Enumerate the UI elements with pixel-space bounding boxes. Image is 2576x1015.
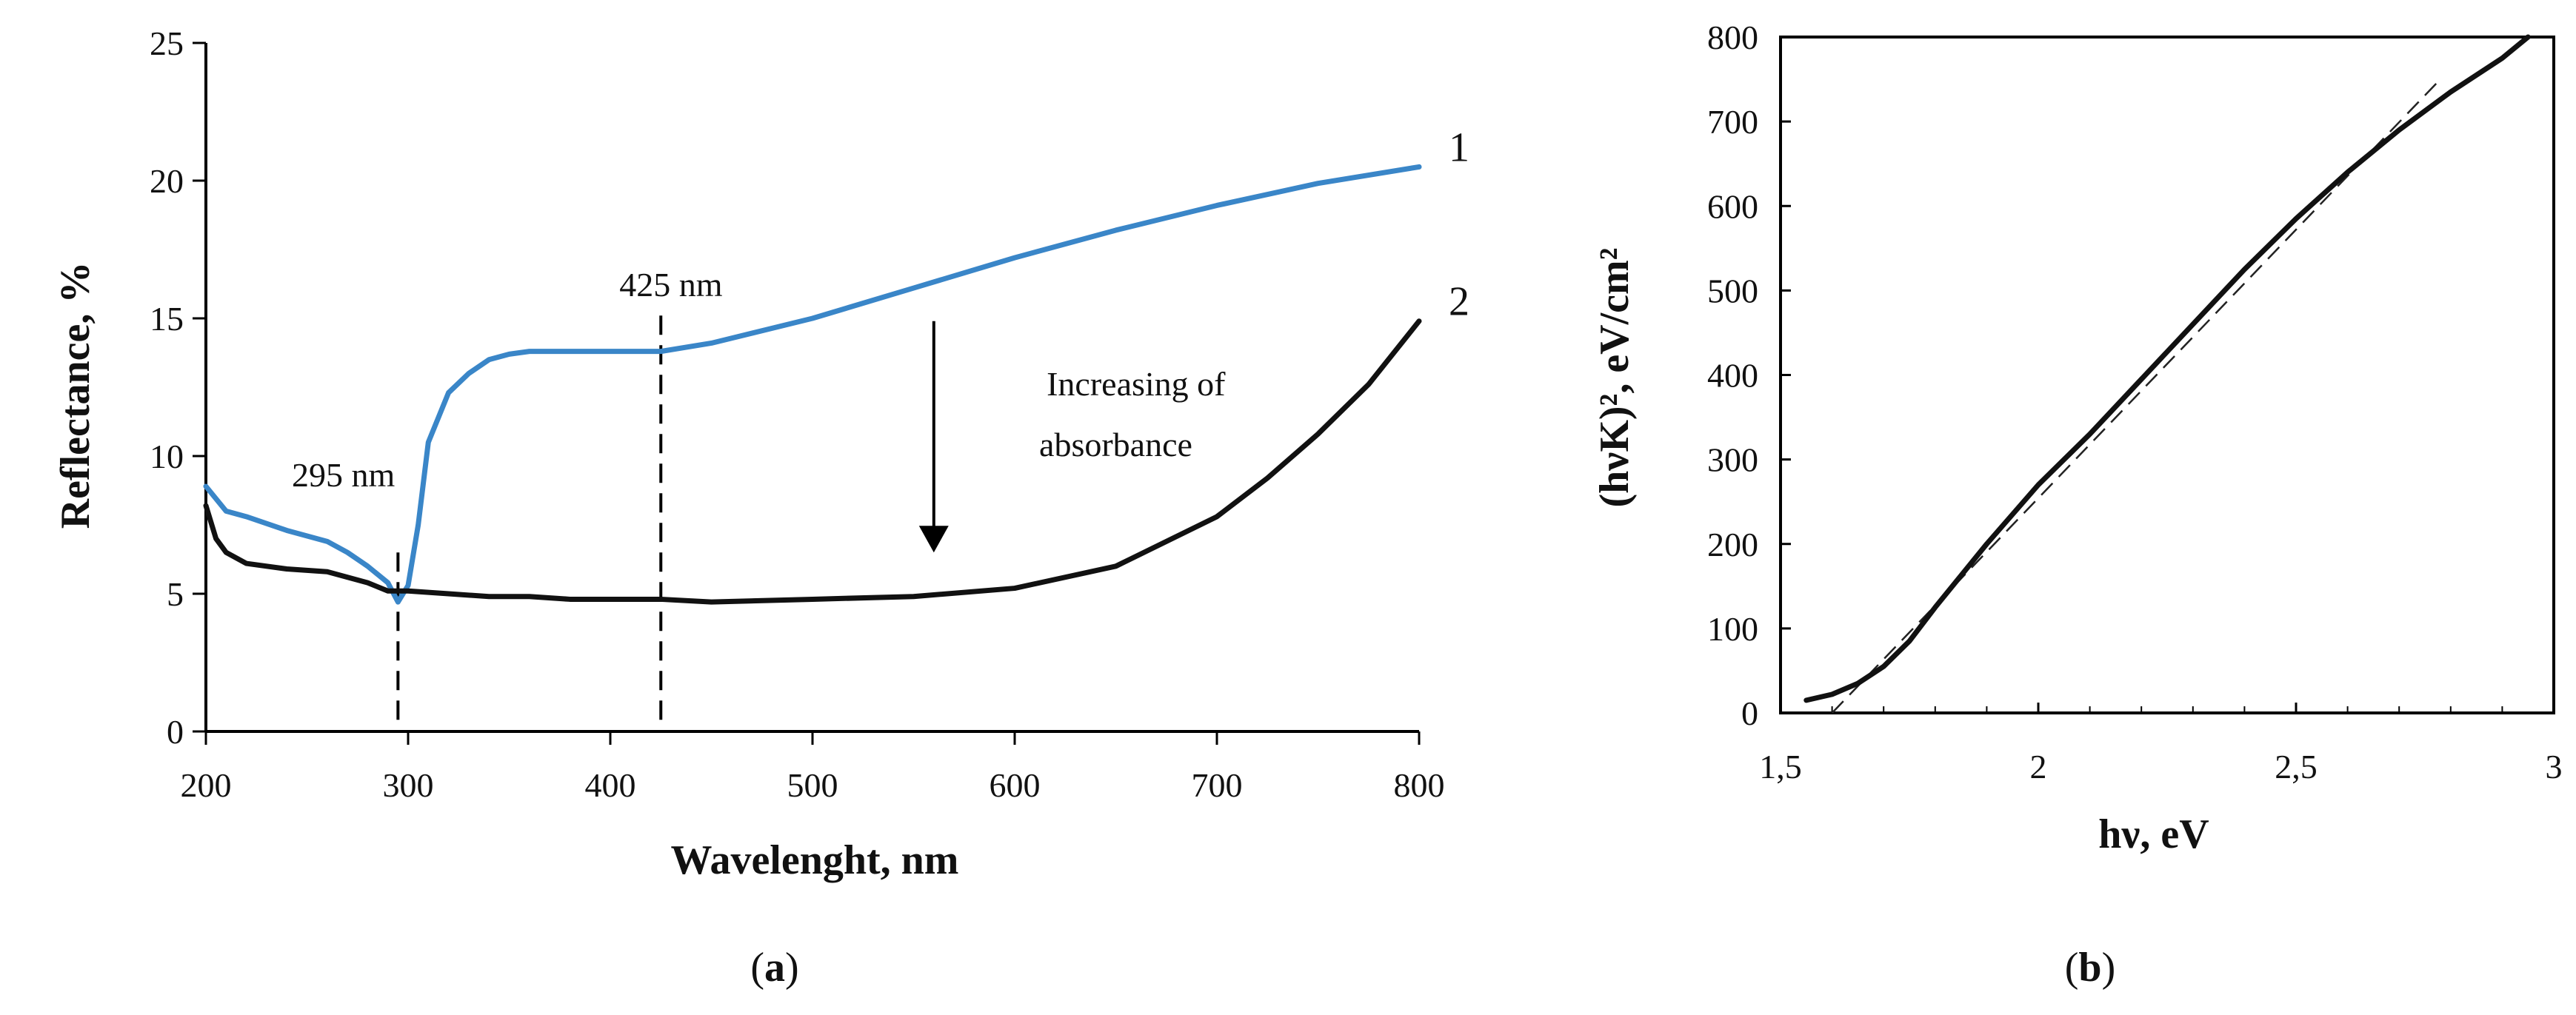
panel-b-axes bbox=[1779, 36, 2555, 714]
b-series-line-measured bbox=[1803, 34, 2531, 703]
panel-a-label: (a) bbox=[750, 945, 798, 991]
a-y-tick-label: 5 bbox=[167, 575, 184, 613]
b-y-tick-label: 200 bbox=[1707, 526, 1758, 563]
a-x-tick-label: 700 bbox=[1192, 766, 1243, 804]
panel-a-axes bbox=[193, 41, 1421, 745]
a-series-line-1 bbox=[203, 164, 1422, 605]
panel-b-x-axis-title: hν, eV bbox=[2098, 811, 2209, 857]
b-y-tick-label: 400 bbox=[1707, 357, 1758, 395]
panel-b-label-letter: b bbox=[2078, 945, 2101, 991]
a-annotation-text: absorbance bbox=[1039, 426, 1192, 463]
a-x-tick-label: 200 bbox=[181, 766, 232, 804]
a-x-tick-label: 500 bbox=[787, 766, 838, 804]
panel-b-chart: 1,5 2 2,5 3 0 100 200 300 400 500 600 700 800 hν, eV… bbox=[1592, 19, 2563, 991]
b-y-tick-label: 800 bbox=[1707, 19, 1758, 56]
b-y-tick-label: 500 bbox=[1707, 272, 1758, 309]
a-x-tick-label: 800 bbox=[1394, 766, 1445, 804]
b-x-tick-label: 2,5 bbox=[2275, 748, 2318, 785]
panel-b-series bbox=[1803, 34, 2531, 714]
b-x-tick-label: 2 bbox=[2030, 748, 2047, 785]
panel-a-series: 12 bbox=[203, 124, 1469, 731]
panel-b-label-open: ( bbox=[2065, 945, 2079, 991]
panel-a-y-axis-title: Reflectance, % bbox=[53, 262, 99, 529]
panel-b-y-axis-title: (hνK)², eV/cm² bbox=[1592, 248, 1638, 508]
b-y-tick-label: 300 bbox=[1707, 441, 1758, 479]
b-y-tick-label: 700 bbox=[1707, 103, 1758, 141]
panel-a-label-open: ( bbox=[750, 945, 764, 991]
a-annotation-text: Increasing of bbox=[1047, 365, 1226, 403]
b-frame bbox=[1779, 36, 2555, 714]
a-arrow-head bbox=[918, 526, 949, 553]
a-y-tick-label: 20 bbox=[150, 162, 184, 200]
a-series-label: 2 bbox=[1449, 279, 1469, 325]
a-annotation-text: 425 nm bbox=[619, 266, 723, 304]
panel-a-label-letter: a bbox=[764, 945, 785, 991]
b-x-tick-label: 3 bbox=[2546, 748, 2563, 785]
a-annotation-text: 295 nm bbox=[292, 456, 396, 494]
a-y-tick-label: 25 bbox=[150, 24, 184, 62]
panel-b-label: (b) bbox=[2065, 945, 2115, 991]
b-fit-line bbox=[1831, 78, 2441, 714]
a-series-line-2 bbox=[203, 318, 1422, 605]
panel-a-chart: 200 300 400 500 600 700 800 0 5 10 15 20 25 Waveleng… bbox=[53, 24, 1469, 991]
panel-a-x-axis-title: Wavelenght, nm bbox=[671, 837, 959, 883]
panel-b-label-close: ) bbox=[2102, 945, 2116, 991]
panel-a-annotations: 295 nm 425 nm Increasing of absorbance bbox=[292, 266, 1226, 553]
a-series-label: 1 bbox=[1449, 124, 1469, 170]
a-y-tick-label: 15 bbox=[150, 300, 184, 338]
b-y-tick-label: 100 bbox=[1707, 610, 1758, 648]
panel-b-tick-labels: 1,5 2 2,5 3 0 100 200 300 400 500 600 700 800 bbox=[1707, 19, 2563, 785]
a-x-tick-label: 300 bbox=[383, 766, 434, 804]
b-y-tick-label: 0 bbox=[1741, 694, 1758, 732]
b-x-tick-label: 1,5 bbox=[1759, 748, 1802, 785]
a-x-tick-label: 600 bbox=[990, 766, 1041, 804]
b-y-tick-label: 600 bbox=[1707, 187, 1758, 225]
a-y-tick-label: 10 bbox=[150, 438, 184, 475]
a-x-tick-label: 400 bbox=[585, 766, 636, 804]
panel-a-label-close: ) bbox=[785, 945, 799, 991]
a-y-tick-label: 0 bbox=[167, 713, 184, 751]
panel-a-tick-labels: 200 300 400 500 600 700 800 0 5 10 15 20 25 bbox=[150, 24, 1445, 804]
